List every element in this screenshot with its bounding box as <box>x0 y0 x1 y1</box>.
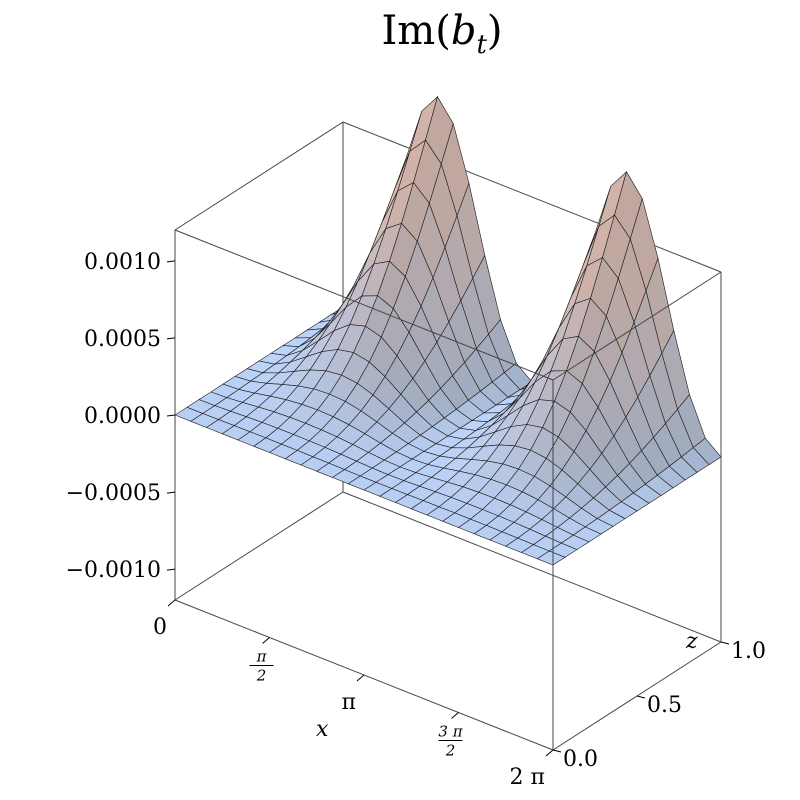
box-edge-back <box>342 491 722 643</box>
x-tick-mark <box>167 599 176 607</box>
z-tick-label: 1.0 <box>731 639 766 664</box>
box-edge-back <box>174 121 344 231</box>
z-tick-mark <box>720 641 730 645</box>
x-tick-mark <box>356 674 365 682</box>
value-tick-label: 0.0000 <box>84 404 161 429</box>
z-tick-label: 0.5 <box>647 693 682 718</box>
value-tick-mark <box>166 491 176 494</box>
value-tick-label: 0.0010 <box>84 250 161 275</box>
value-tick-mark <box>166 260 176 263</box>
chart-title: Im(bt) <box>381 8 502 60</box>
surface-mesh <box>174 95 722 566</box>
x-tick-mark <box>262 637 270 644</box>
x-tick-label-denominator: 2 <box>256 667 267 685</box>
plot-box-front <box>174 229 722 751</box>
value-tick-mark <box>166 337 176 340</box>
value-tick-mark <box>166 568 176 571</box>
box-edge-back <box>174 491 344 601</box>
x-tick-label: π <box>342 690 356 715</box>
surface-patch <box>536 550 566 566</box>
z-axis-label: z <box>685 629 698 654</box>
x-tick-label: 2 π <box>510 765 545 790</box>
x-tick-label-denominator: 2 <box>445 742 456 760</box>
x-tick-mark <box>451 712 459 719</box>
value-tick-mark <box>166 414 176 417</box>
x-tick-label-numerator: π <box>256 648 268 666</box>
x-tick-mark <box>545 749 554 757</box>
box-edge <box>552 271 722 381</box>
box-edge-back <box>342 121 722 273</box>
x-axis-label: x <box>316 717 329 742</box>
z-tick-mark <box>552 749 562 753</box>
box-edge <box>174 229 554 381</box>
value-tick-label: −0.0005 <box>66 481 161 506</box>
value-tick-label: −0.0010 <box>66 558 161 583</box>
z-tick-mark <box>636 695 646 699</box>
x-tick-label-numerator: 3 π <box>438 723 463 741</box>
x-tick-label: 0 <box>153 615 167 640</box>
z-tick-label: 0.0 <box>563 747 598 772</box>
value-tick-label: 0.0005 <box>84 327 161 352</box>
